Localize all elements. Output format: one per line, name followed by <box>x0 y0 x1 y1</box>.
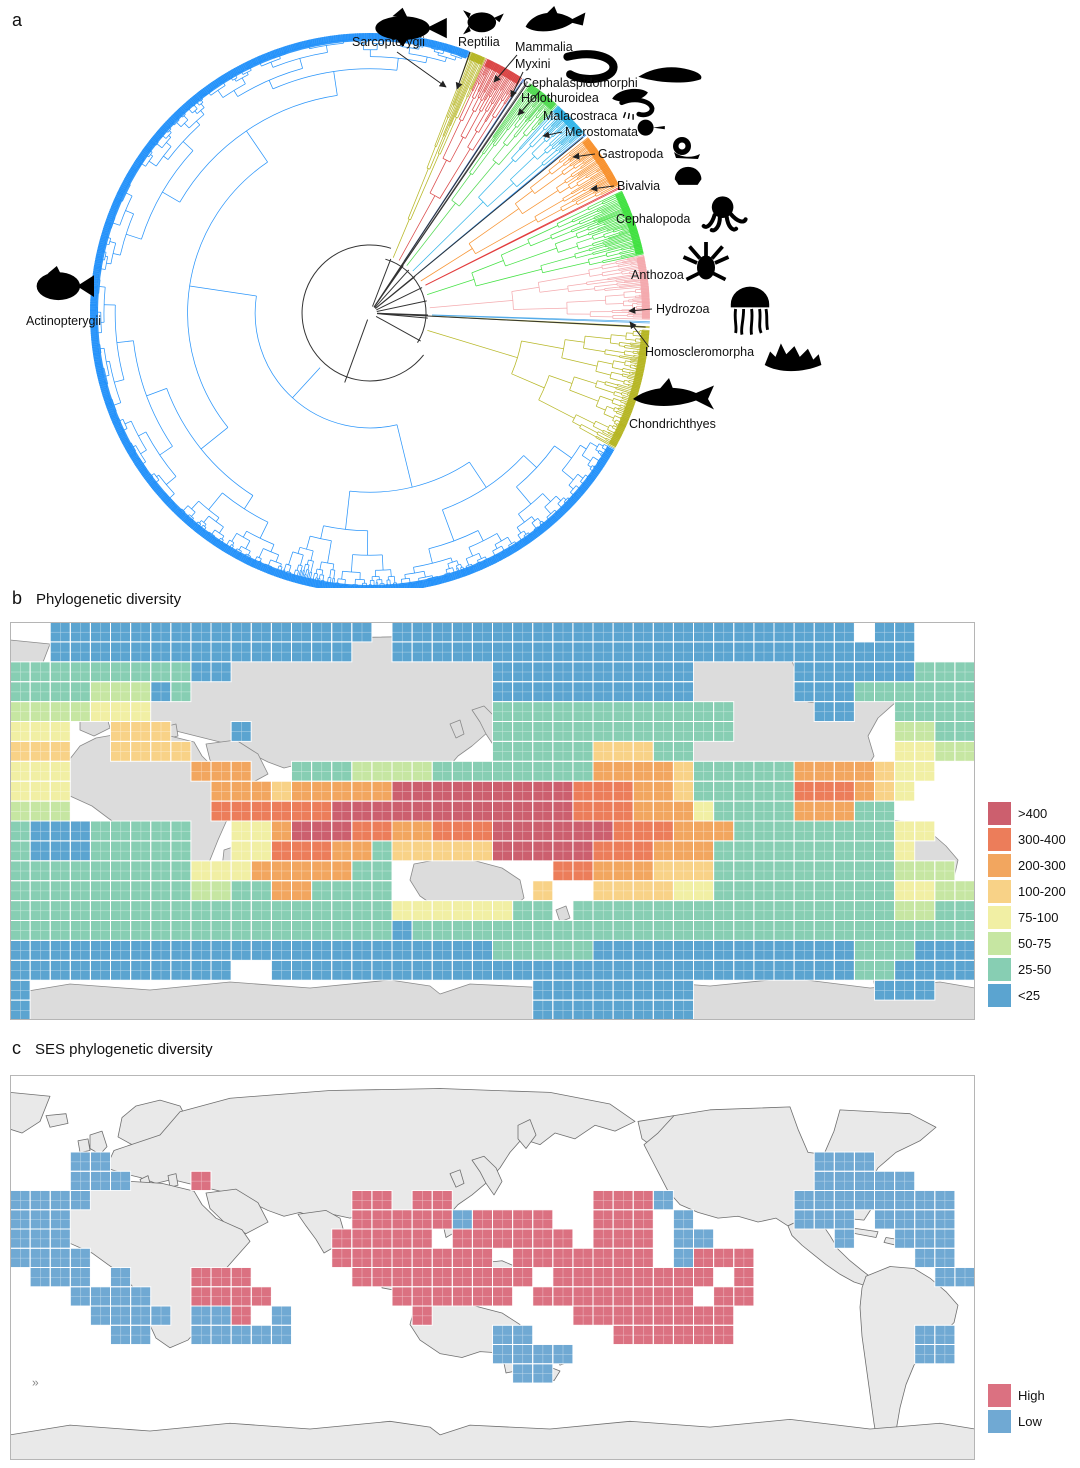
legend-swatch <box>988 983 1011 1007</box>
legend-item: 300-400 <box>988 826 1066 852</box>
legend-item: 200-300 <box>988 852 1066 878</box>
map-b-legend: >400 300-400 200-300 100-200 75-100 50-75 25-5… <box>988 800 1066 1008</box>
legend-item: High <box>988 1382 1045 1408</box>
shark-icon <box>633 378 714 410</box>
dolphin-icon <box>525 6 586 32</box>
legend-item: >400 <box>988 800 1066 826</box>
shrimp-icon <box>619 97 655 120</box>
taxon-label: Merostomata <box>565 125 638 139</box>
hagfish-icon <box>563 50 618 84</box>
taxon-label: Hydrozoa <box>656 302 710 316</box>
label-arrow <box>628 306 653 314</box>
label-arrow <box>517 90 541 116</box>
tree-backbone <box>301 82 646 383</box>
panel-c-title: SES phylogenetic diversity <box>35 1041 213 1058</box>
map-frame <box>10 622 975 1020</box>
label-arrow <box>590 184 615 192</box>
legend-swatch <box>988 931 1011 955</box>
chevrons-glyph: » <box>32 1376 39 1390</box>
legend-item: 100-200 <box>988 878 1066 904</box>
taxon-label: Cephalaspidomorphi <box>523 76 638 90</box>
label-arrow <box>510 71 524 98</box>
legend-swatch <box>988 879 1011 903</box>
legend-item: 25-50 <box>988 956 1066 982</box>
anemone-icon <box>682 242 730 282</box>
taxon-label: Gastropoda <box>598 147 663 161</box>
label-arrow <box>396 51 447 88</box>
legend-item: <25 <box>988 982 1066 1008</box>
taxon-label: Chondrichthyes <box>629 417 716 431</box>
label-arrow <box>629 321 650 348</box>
legend-label: 100-200 <box>1018 883 1066 899</box>
lamprey-icon <box>638 67 702 83</box>
legend-item: Low <box>988 1408 1045 1434</box>
legend-swatch <box>988 1409 1011 1433</box>
label-arrow <box>542 131 563 139</box>
legend-item: 50-75 <box>988 930 1066 956</box>
circular-phylogenetic-tree: Sarcopterygii Reptilia MammaliaMyxiniCepha… <box>26 6 822 588</box>
legend-label: <25 <box>1018 987 1041 1003</box>
panel-b-label: b <box>12 588 23 608</box>
legend-label: 25-50 <box>1018 961 1052 977</box>
taxon-label: Actinopterygii <box>26 314 101 328</box>
legend-label: High <box>1018 1387 1045 1403</box>
legend-label: 50-75 <box>1018 935 1052 951</box>
legend-item: 75-100 <box>988 904 1066 930</box>
map-phylogenetic-diversity <box>10 622 975 1020</box>
clam-icon <box>674 166 702 185</box>
octopus-icon <box>701 196 748 233</box>
legend-swatch <box>988 827 1011 851</box>
horseshoe-crab-icon <box>637 119 665 136</box>
label-arrow <box>455 51 471 90</box>
grid-cells <box>10 622 975 1020</box>
grid-cells <box>10 1151 975 1384</box>
legend-label: Low <box>1018 1413 1042 1429</box>
panel-b-header: b Phylogenetic diversity <box>12 588 181 609</box>
legend-swatch <box>988 801 1011 825</box>
taxon-label: Bivalvia <box>617 179 660 193</box>
snail-icon <box>673 137 700 159</box>
taxon-label: Myxini <box>515 57 550 71</box>
legend-label: 75-100 <box>1018 909 1059 925</box>
map-frame <box>10 1075 975 1460</box>
map-ses-phylogenetic-diversity: » <box>10 1075 975 1460</box>
jellyfish-icon <box>730 286 770 335</box>
taxon-label: Anthozoa <box>631 268 684 282</box>
legend-label: 200-300 <box>1018 857 1066 873</box>
legend-swatch <box>988 957 1011 981</box>
taxon-label: Malacostraca <box>543 109 617 123</box>
taxon-label: Homoscleromorpha <box>645 345 754 359</box>
coelacanth-icon <box>375 7 447 47</box>
legend-swatch <box>988 905 1011 929</box>
taxon-label: Cephalopoda <box>616 212 690 226</box>
legend-label: 300-400 <box>1018 831 1066 847</box>
panel-c-label: c <box>12 1038 21 1058</box>
panel-b-title: Phylogenetic diversity <box>36 591 182 608</box>
ray-finned-fish-icon <box>36 266 94 301</box>
continents <box>10 1088 975 1460</box>
legend-label: >400 <box>1018 805 1048 821</box>
taxon-label: Holothuroidea <box>521 91 599 105</box>
panel-c-header: c SES phylogenetic diversity <box>12 1038 213 1059</box>
taxon-label: Mammalia <box>515 40 573 54</box>
label-arrow <box>493 54 518 83</box>
legend-swatch <box>988 853 1011 877</box>
panel-a-label: a <box>12 10 23 30</box>
label-arrow <box>572 152 596 160</box>
legend-swatch <box>988 1383 1011 1407</box>
turtle-icon <box>463 10 504 35</box>
map-c-legend: High Low <box>988 1382 1045 1434</box>
sponge-icon <box>764 343 822 372</box>
taxon-label: Reptilia <box>458 35 500 49</box>
